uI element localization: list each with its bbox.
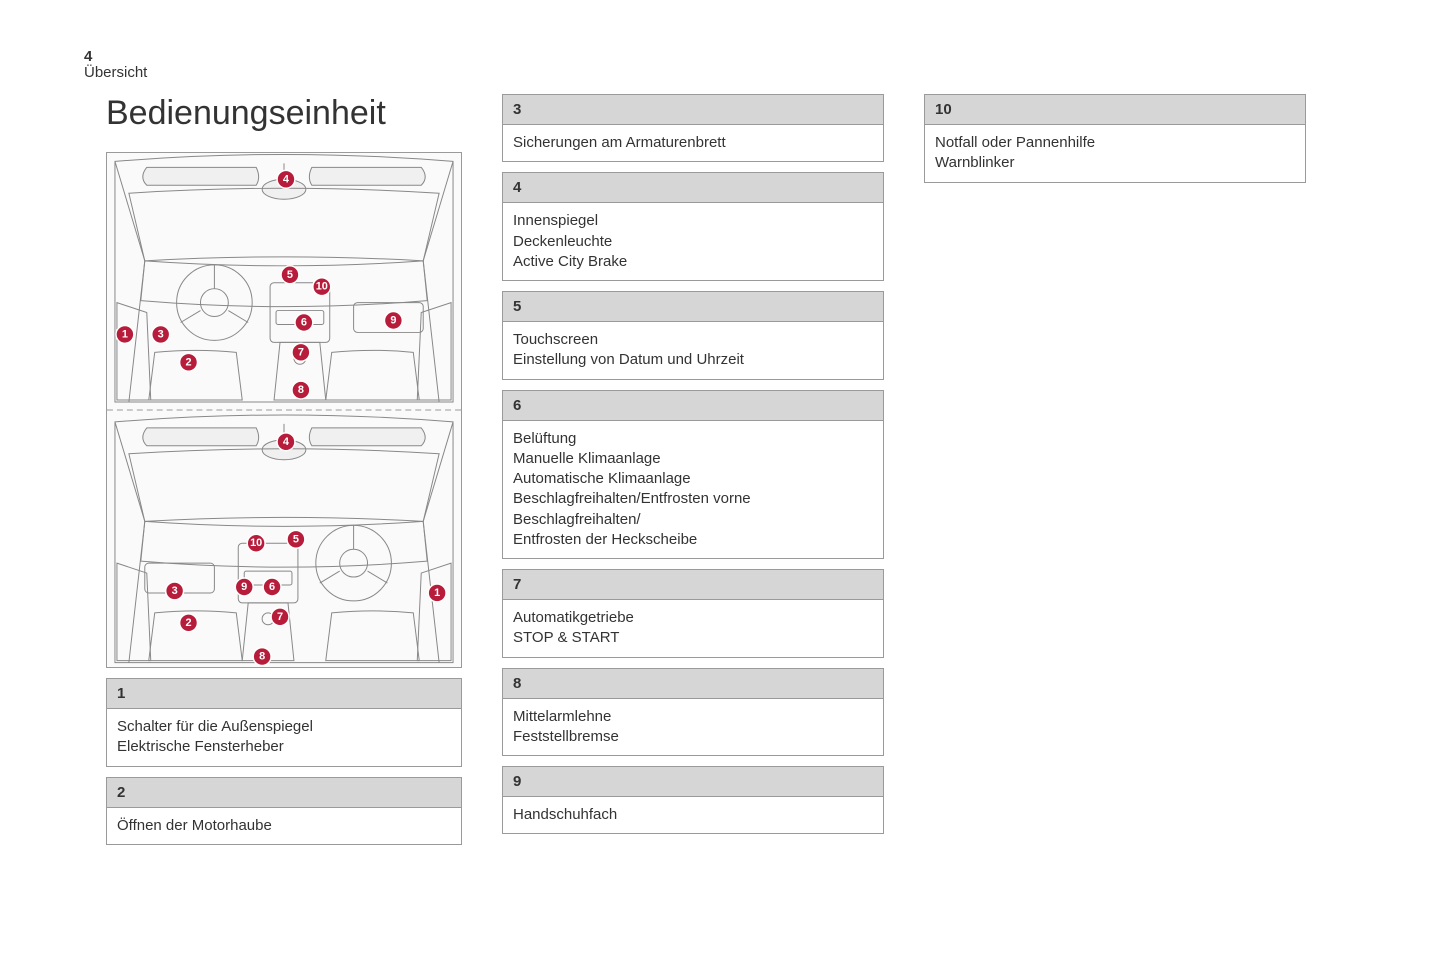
item-body: Handschuhfach [503,797,883,833]
item-box-9: 9 Handschuhfach [502,766,884,834]
item-header: 1 [107,679,461,709]
callout-label-8: 8 [298,384,304,396]
item-box-8: 8 MittelarmlehneFeststellbremse [502,668,884,757]
section-label: Übersicht [84,64,147,81]
item-body: MittelarmlehneFeststellbremse [503,699,883,756]
item-header: 3 [503,95,883,125]
callout-label-5: 5 [293,533,299,545]
item-body: TouchscreenEinstellung von Datum und Uhr… [503,322,883,379]
callout-label-3: 3 [172,585,178,597]
callout-label-4: 4 [283,436,290,448]
callout-label-10: 10 [316,281,328,293]
callout-label-2: 2 [186,356,192,368]
item-header: 8 [503,669,883,699]
callout-label-7: 7 [277,611,283,623]
callout-label-9: 9 [241,581,247,593]
item-header: 7 [503,570,883,600]
item-box-2: 2 Öffnen der Motorhaube [106,777,462,845]
callouts-top: 1 2 3 4 5 6 7 8 9 10 [116,170,402,399]
item-box-7: 7 AutomatikgetriebeSTOP & START [502,569,884,658]
item-box-5: 5 TouchscreenEinstellung von Datum und U… [502,291,884,380]
column-2: 3 Sicherungen am Armaturenbrett 4 Innens… [502,94,884,845]
item-header: 9 [503,767,883,797]
item-box-4: 4 InnenspiegelDeckenleuchteActive City B… [502,172,884,281]
column-1: Bedienungseinheit [106,94,462,845]
callout-label-2: 2 [186,617,192,629]
callout-label-6: 6 [301,316,307,328]
content-columns: Bedienungseinheit [106,94,1306,845]
item-header: 6 [503,391,883,421]
item-box-3: 3 Sicherungen am Armaturenbrett [502,94,884,162]
dashboard-svg: 1 2 3 4 5 6 7 8 9 10 1 2 3 4 5 6 7 8 9 10 [107,153,461,667]
item-body: InnenspiegelDeckenleuchteActive City Bra… [503,203,883,280]
callout-label-1: 1 [122,328,128,340]
item-body: AutomatikgetriebeSTOP & START [503,600,883,657]
callout-label-8: 8 [259,651,265,663]
item-box-1: 1 Schalter für die AußenspiegelElektrisc… [106,678,462,767]
column-3: 10 Notfall oder PannenhilfeWarnblinker [924,94,1306,845]
callout-label-6: 6 [269,581,275,593]
callout-label-7: 7 [298,346,304,358]
item-body: Sicherungen am Armaturenbrett [503,125,883,161]
item-header: 2 [107,778,461,808]
item-header: 4 [503,173,883,203]
item-body: Notfall oder PannenhilfeWarnblinker [925,125,1305,182]
callout-label-10: 10 [250,537,262,549]
item-body: BelüftungManuelle KlimaanlageAutomatisch… [503,421,883,559]
page-title: Bedienungseinheit [106,94,462,133]
item-header: 5 [503,292,883,322]
heading-container: Bedienungseinheit [106,94,462,142]
item-header: 10 [925,95,1305,125]
item-box-10: 10 Notfall oder PannenhilfeWarnblinker [924,94,1306,183]
callout-label-5: 5 [287,269,293,281]
callout-label-3: 3 [158,328,164,340]
item-box-6: 6 BelüftungManuelle KlimaanlageAutomatis… [502,390,884,560]
callouts-bottom: 1 2 3 4 5 6 7 8 9 10 [166,433,446,666]
callout-label-4: 4 [283,173,290,185]
callout-label-9: 9 [390,315,396,327]
item-body: Öffnen der Motorhaube [107,808,461,844]
callout-label-1: 1 [434,587,440,599]
item-body: Schalter für die AußenspiegelElektrische… [107,709,461,766]
dashboard-diagram: 1 2 3 4 5 6 7 8 9 10 1 2 3 4 5 6 7 8 9 10 [106,152,462,668]
page-number: 4 [84,48,92,65]
